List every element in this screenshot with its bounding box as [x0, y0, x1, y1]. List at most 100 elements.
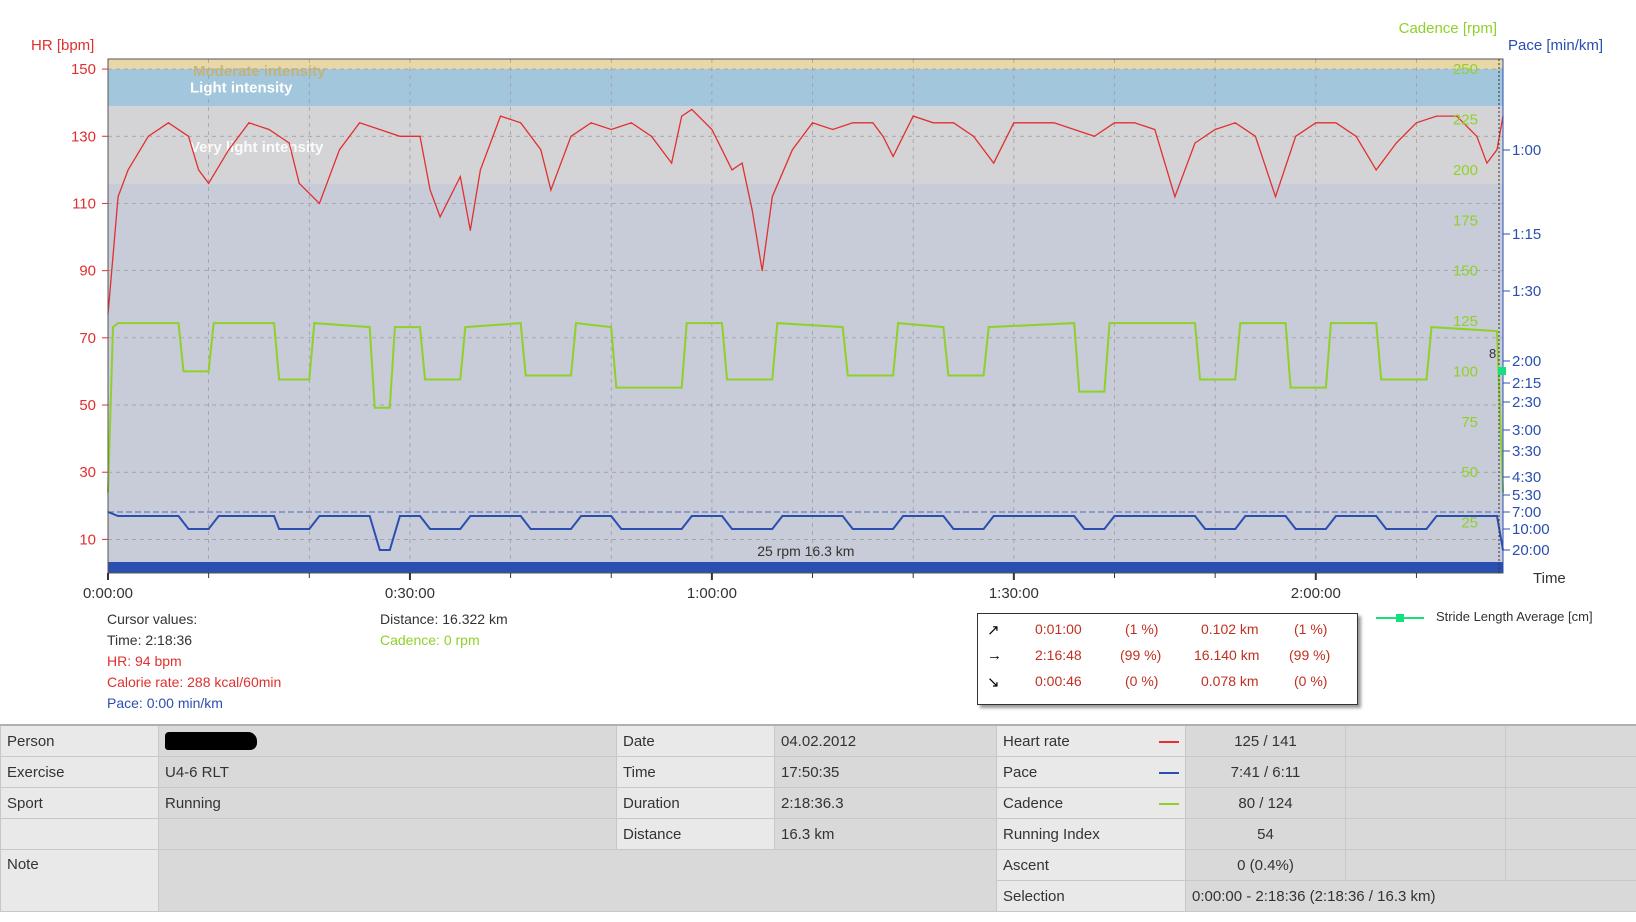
heart-rate-label: Heart rate: [996, 724, 1186, 757]
cadence-tick-label: 175: [1453, 212, 1478, 229]
hr-point: [1174, 196, 1176, 198]
pace-point: [690, 515, 693, 517]
cadence-tick-label: 125: [1453, 313, 1478, 330]
cadence-point: [1194, 322, 1196, 324]
cadence-point: [1330, 322, 1332, 324]
cadence-axis-title: Cadence [rpm]: [1399, 20, 1497, 37]
hr-tick-label: 130: [71, 128, 96, 145]
time-value: 17:50:35: [774, 756, 997, 788]
pace-point: [529, 528, 532, 530]
pace-point: [177, 515, 180, 517]
empty-cell: [1505, 724, 1636, 757]
hr-point: [1355, 135, 1357, 137]
date-value: 04.02.2012: [774, 724, 997, 757]
pace-point: [610, 515, 613, 517]
cursor-values-2: Distance: 16.322 km Cadence: 0 rpm: [380, 609, 508, 651]
cadence-point: [394, 326, 396, 328]
empty-cell: [1505, 787, 1636, 819]
pace-point: [1204, 528, 1206, 530]
hr-point: [479, 169, 482, 171]
hr-point: [791, 149, 794, 151]
cursor-time: Time: 2:18:36: [107, 632, 193, 648]
empty-cell: [1345, 849, 1506, 881]
pace-point: [1325, 528, 1327, 530]
cadence-point: [1284, 322, 1287, 324]
cadence-point: [1078, 390, 1081, 393]
cadence-point: [1234, 378, 1237, 381]
hr-tick-label: 10: [79, 531, 96, 548]
pace-point: [429, 528, 431, 530]
slope-row-downhill: ↘ 0:00:46 (0 %) 0.078 km (0 %): [978, 670, 1357, 696]
cadence-point: [987, 326, 990, 328]
pace-point: [1425, 528, 1428, 530]
hr-point: [520, 122, 522, 124]
pace-point: [117, 515, 119, 517]
cadence-line-icon: [1159, 802, 1179, 805]
hr-point: [1033, 122, 1035, 124]
empty-cell: [1505, 849, 1636, 881]
pace-point: [389, 549, 391, 551]
hr-point: [1194, 142, 1196, 144]
hr-point: [590, 122, 592, 124]
cadence-point: [519, 322, 522, 324]
chart-series: [107, 108, 1504, 573]
stride-legend[interactable]: Stride Length Average [cm]: [1376, 609, 1593, 624]
cadence-point: [419, 326, 421, 328]
pace-series-line: [107, 511, 1504, 551]
cursor-distance: Distance: 16.322 km: [380, 611, 508, 627]
pace-point: [308, 528, 311, 530]
pace-point: [399, 515, 401, 517]
hr-point: [912, 115, 914, 117]
pace-point: [1496, 515, 1498, 517]
hr-point: [228, 149, 230, 151]
hr-point: [811, 122, 814, 124]
cadence-point: [373, 406, 376, 409]
pace-point: [902, 515, 904, 517]
stride-marker: [1498, 367, 1506, 375]
cadence-point: [1199, 378, 1201, 381]
hr-point: [1093, 135, 1095, 137]
hr-point: [832, 128, 834, 131]
pace-point: [1385, 528, 1388, 530]
time-tick-label: 2:00:00: [1291, 585, 1341, 602]
cadence-point: [892, 374, 894, 377]
person-label: Person: [0, 724, 159, 757]
cadence-tick-label: 150: [1453, 263, 1478, 280]
pace-point: [1103, 528, 1106, 530]
table-row: Exercise U4-6 RLT Time 17:50:35 Pace 7:4…: [0, 756, 1636, 788]
pace-point: [273, 515, 275, 517]
duration-value: 2:18:36.3: [774, 787, 997, 819]
hr-point: [1134, 122, 1136, 124]
zone-band-3: [108, 183, 1503, 573]
hr-tick-label: 110: [72, 195, 96, 212]
table-row: Sport Running Duration 2:18:36.3 Cadence…: [0, 787, 1636, 819]
hr-point: [379, 128, 381, 131]
pace-tick-label: 10:00: [1512, 521, 1550, 538]
pace-tick-label: 5:30: [1512, 487, 1541, 504]
hr-point: [197, 169, 200, 171]
hr-point: [429, 189, 431, 191]
cadence-point: [841, 326, 844, 328]
pace-point: [207, 528, 210, 530]
hr-tick-label: 50: [79, 397, 96, 414]
empty-cell: [1345, 818, 1506, 850]
hr-point: [882, 135, 884, 137]
cadence-point: [680, 386, 683, 389]
pace-point: [1284, 515, 1287, 517]
cadence-point: [570, 374, 572, 377]
empty-cell: [1505, 818, 1636, 850]
pace-point: [731, 528, 733, 530]
hr-point: [208, 182, 210, 184]
cadence-point: [776, 322, 779, 324]
pace-point: [620, 528, 623, 530]
person-value: [158, 724, 617, 757]
hr-point: [1435, 115, 1438, 117]
hr-point: [892, 155, 894, 158]
table-row: Distance 16.3 km Running Index 54: [0, 818, 1636, 850]
exercise-label: Exercise: [0, 756, 159, 788]
cadence-point: [1325, 386, 1327, 389]
cadence-point: [1073, 322, 1076, 324]
note-value[interactable]: [158, 849, 997, 912]
hr-point: [972, 135, 975, 137]
